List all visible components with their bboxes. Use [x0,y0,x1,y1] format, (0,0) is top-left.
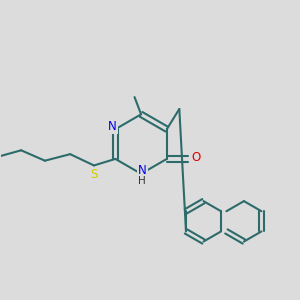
Text: O: O [191,151,201,164]
Text: S: S [90,168,98,181]
Text: H: H [138,176,146,186]
Text: N: N [138,164,147,177]
Text: N: N [108,120,117,133]
